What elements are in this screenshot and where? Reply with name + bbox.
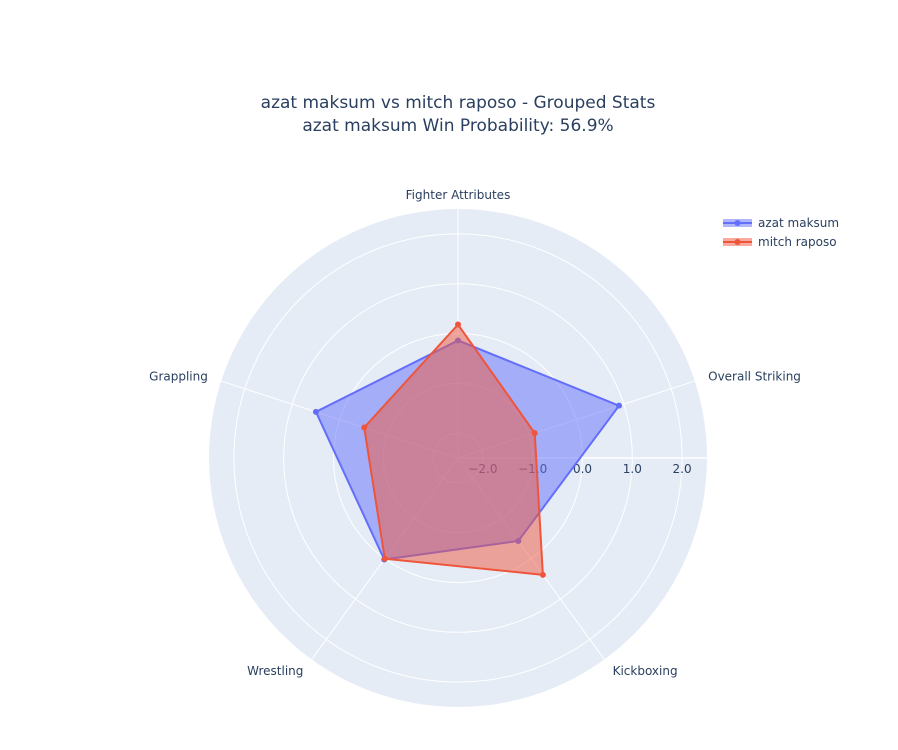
angular-label: Grappling: [149, 370, 208, 384]
legend-marker: [734, 239, 741, 245]
series-marker: [531, 430, 538, 437]
legend-label: azat maksum: [758, 216, 839, 230]
series-marker: [616, 402, 623, 409]
series-marker: [312, 408, 319, 415]
radial-tick-label: 2.0: [673, 462, 692, 476]
series-marker: [381, 555, 388, 562]
series-marker: [455, 321, 461, 328]
angular-label: Fighter Attributes: [406, 188, 511, 202]
series-area: [363, 322, 544, 576]
legend-marker: [734, 220, 741, 226]
radial-tick-label: 1.0: [623, 462, 642, 476]
angular-label: Kickboxing: [613, 664, 678, 678]
series-marker: [539, 571, 546, 578]
chart-subtitle: azat maksum Win Probability: 56.9%: [302, 116, 613, 136]
angular-label: Wrestling: [247, 664, 303, 678]
angular-label: Overall Striking: [708, 370, 801, 384]
series-marker: [361, 424, 368, 431]
legend-label: mitch raposo: [758, 235, 837, 249]
chart-title: azat maksum vs mitch raposo - Grouped St…: [261, 93, 656, 113]
radial-tick-label: 0.0: [573, 462, 592, 476]
